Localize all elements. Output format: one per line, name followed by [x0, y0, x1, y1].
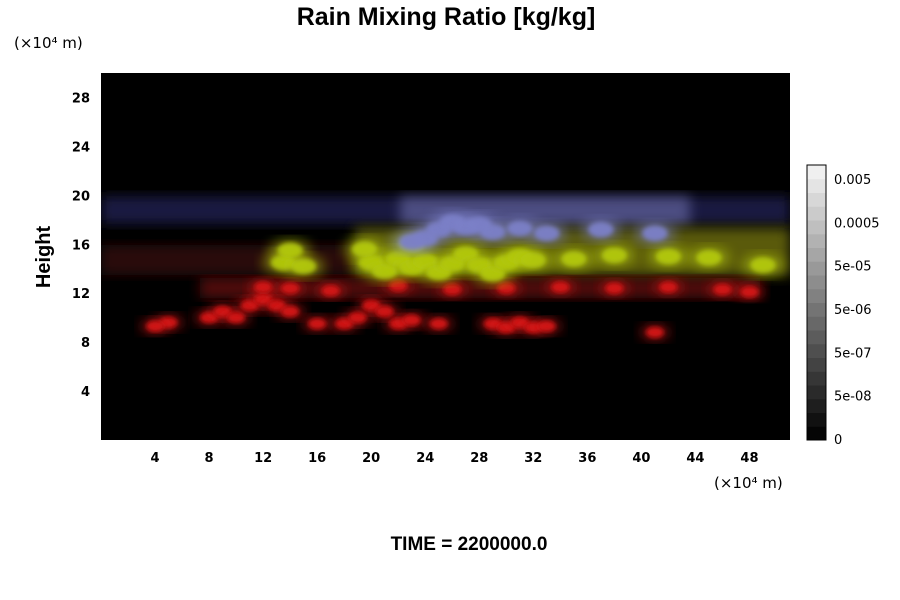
y-tick-label: 4: [81, 385, 90, 400]
y-tick-label: 20: [72, 189, 90, 204]
feature-cell: [534, 225, 560, 241]
colorbar-segment: [807, 220, 826, 235]
x-tick-labels: 4 8 12 16 20 24 28 32 36 40 44 48: [151, 451, 759, 466]
colorbar-tick-label: 0: [834, 433, 842, 448]
colorbar-segment: [807, 343, 826, 358]
y-axis-unit: (×10⁴ m): [14, 34, 83, 52]
colorbar-segment: [807, 426, 826, 441]
feature-cells: [140, 211, 784, 341]
feature-red: [140, 277, 765, 341]
x-tick-label: 44: [686, 451, 704, 466]
x-axis-unit: (×10⁴ m): [714, 474, 783, 492]
x-tick-label: 20: [362, 451, 380, 466]
y-tick-label: 16: [72, 238, 90, 253]
feature-blue-white: [390, 211, 676, 254]
colorbar-segment: [807, 178, 826, 193]
colorbar-segment: [807, 398, 826, 413]
feature-cell: [588, 221, 614, 238]
colorbar-tick-label: 5e-08: [834, 390, 872, 405]
colorbar-segment: [807, 316, 826, 331]
y-axis-label: Height: [33, 226, 55, 289]
chart-title: Rain Mixing Ratio [kg/kg]: [297, 3, 596, 31]
x-tick-label: 4: [151, 451, 160, 466]
feature-cell: [399, 234, 425, 250]
y-tick-labels: 4 8 12 16 20 24 28: [72, 91, 90, 400]
feature-cell: [520, 252, 546, 268]
feature-cell: [348, 312, 367, 324]
x-tick-label: 28: [470, 451, 488, 466]
colorbar-segment: [807, 165, 826, 180]
colorbar-segment: [807, 275, 826, 290]
feature-cell: [655, 248, 682, 265]
feature-cell: [551, 281, 570, 293]
feature-cell: [281, 282, 300, 294]
feature-cell: [281, 306, 300, 318]
colorbar-tick-labels: 0.005 0.0005 5e-05 5e-06 5e-07 5e-08 0: [834, 173, 880, 448]
colorbar-tick-label: 0.005: [834, 173, 871, 188]
feature-cell: [561, 251, 587, 267]
colorbar-tick-label: 5e-06: [834, 303, 872, 318]
colorbar-segment: [807, 192, 826, 207]
feature-cell: [375, 306, 394, 318]
feature-cell: [696, 250, 722, 266]
colorbar-segment: [807, 261, 826, 276]
plot-content: [101, 196, 790, 341]
colorbar-segment: [807, 330, 826, 345]
feature-cell: [389, 280, 408, 292]
feature-cell: [659, 281, 678, 293]
feature-cell: [308, 318, 327, 330]
y-tick-label: 12: [72, 287, 90, 302]
x-tick-label: 36: [578, 451, 596, 466]
feature-cell: [321, 285, 340, 297]
feature-cell: [429, 318, 448, 330]
feature-cell: [645, 326, 664, 338]
feature-cell: [146, 320, 165, 332]
x-tick-label: 16: [308, 451, 326, 466]
feature-yellow-green: [262, 234, 784, 285]
feature-cell: [227, 312, 246, 324]
feature-cell: [291, 258, 317, 274]
feature-cell: [402, 314, 421, 326]
feature-cell: [537, 320, 556, 332]
feature-cell: [601, 247, 627, 263]
colorbar-segment: [807, 385, 826, 400]
feature-cell: [497, 282, 516, 294]
feature-cell: [351, 241, 378, 257]
colorbar-segment: [807, 206, 826, 221]
x-tick-label: 40: [632, 451, 650, 466]
x-tick-label: 32: [524, 451, 542, 466]
x-tick-label: 48: [740, 451, 758, 466]
colorbar-tick-label: 5e-05: [834, 260, 872, 275]
feature-cell: [254, 281, 273, 293]
x-tick-label: 12: [254, 451, 272, 466]
feature-cell: [277, 242, 303, 259]
colorbar: [806, 164, 827, 441]
x-tick-label: 8: [205, 451, 214, 466]
colorbar-segment: [807, 412, 826, 427]
y-tick-label: 24: [72, 140, 90, 155]
colorbar-tick-label: 5e-07: [834, 346, 872, 361]
colorbar-segment: [807, 233, 826, 248]
feature-cell: [605, 282, 624, 294]
feature-cell: [740, 286, 759, 298]
colorbar-segment: [807, 302, 826, 317]
y-tick-label: 8: [81, 336, 90, 351]
feature-cell: [750, 257, 776, 273]
colorbar-frame: [806, 164, 827, 441]
feature-cell: [443, 284, 462, 296]
colorbar-segment: [807, 247, 826, 262]
y-tick-label: 28: [72, 91, 90, 106]
colorbar-segment: [807, 288, 826, 303]
time-label: TIME = 2200000.0: [391, 534, 548, 555]
x-tick-label: 24: [416, 451, 434, 466]
feature-cell: [713, 284, 732, 296]
colorbar-tick-label: 0.0005: [834, 216, 880, 231]
colorbar-segment: [807, 357, 826, 372]
feature-cell: [642, 225, 668, 241]
colorbar-segment: [807, 371, 826, 386]
